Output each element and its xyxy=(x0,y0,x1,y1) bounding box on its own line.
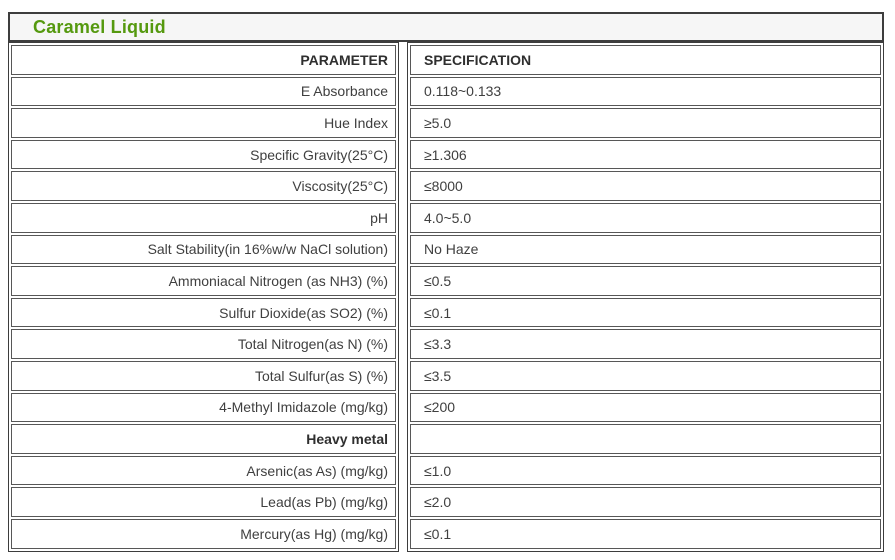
parameter-cell: 4-Methyl Imidazole (mg/kg) xyxy=(11,392,396,423)
parameter-cell: E Absorbance xyxy=(11,76,396,107)
parameter-cell: Heavy metal xyxy=(11,424,396,454)
parameter-header-cell: PARAMETER xyxy=(11,45,396,75)
table-row: Viscosity(25°C) xyxy=(11,171,396,201)
specification-table: SPECIFICATION 0.118~0.133 ≥5.0 ≥1.306 ≤8000… xyxy=(407,42,884,552)
table-header-row: PARAMETER xyxy=(11,45,396,75)
table-row: ≤0.5 xyxy=(410,266,881,296)
specification-cell: 4.0~5.0 xyxy=(410,202,881,233)
parameter-cell: Mercury(as Hg) (mg/kg) xyxy=(11,518,396,549)
parameter-cell: Hue Index xyxy=(11,108,396,138)
specification-cell: ≤0.1 xyxy=(410,518,881,549)
table-row: Arsenic(as As) (mg/kg) xyxy=(11,455,396,486)
parameter-cell: Salt Stability(in 16%w/w NaCl solution) xyxy=(11,234,396,265)
parameter-cell: pH xyxy=(11,202,396,233)
table-row: Salt Stability(in 16%w/w NaCl solution) xyxy=(11,234,396,265)
table-row: Lead(as Pb) (mg/kg) xyxy=(11,487,396,517)
parameter-cell: Viscosity(25°C) xyxy=(11,171,396,201)
specification-cell: ≥5.0 xyxy=(410,108,881,138)
parameter-table: PARAMETER E Absorbance Hue Index Specific … xyxy=(8,42,399,552)
specification-cell: ≤0.5 xyxy=(410,266,881,296)
parameter-cell: Arsenic(as As) (mg/kg) xyxy=(11,455,396,486)
parameter-cell: Total Sulfur(as S) (%) xyxy=(11,360,396,391)
table-row: ≤8000 xyxy=(410,171,881,201)
specification-cell: ≤200 xyxy=(410,392,881,423)
table-row: ≥1.306 xyxy=(410,139,881,170)
table-row: ≤3.5 xyxy=(410,360,881,391)
table-row: ≤3.3 xyxy=(410,329,881,359)
table-row: Ammoniacal Nitrogen (as NH3) (%) xyxy=(11,266,396,296)
specification-cell xyxy=(410,424,881,454)
table-row: pH xyxy=(11,202,396,233)
table-row: ≤2.0 xyxy=(410,487,881,517)
table-row: 4-Methyl Imidazole (mg/kg) xyxy=(11,392,396,423)
table-row: 0.118~0.133 xyxy=(410,76,881,107)
table-row: E Absorbance xyxy=(11,76,396,107)
parameter-cell: Lead(as Pb) (mg/kg) xyxy=(11,487,396,517)
specification-cell: 0.118~0.133 xyxy=(410,76,881,107)
parameter-cell: Specific Gravity(25°C) xyxy=(11,139,396,170)
specification-cell: ≤3.3 xyxy=(410,329,881,359)
table-row: ≤0.1 xyxy=(410,518,881,549)
parameter-cell: Sulfur Dioxide(as SO2) (%) xyxy=(11,297,396,328)
table-row: 4.0~5.0 xyxy=(410,202,881,233)
table-row: No Haze xyxy=(410,234,881,265)
table-row: ≤200 xyxy=(410,392,881,423)
table-row: Total Sulfur(as S) (%) xyxy=(11,360,396,391)
specification-header-cell: SPECIFICATION xyxy=(410,45,881,75)
specification-cell: ≥1.306 xyxy=(410,139,881,170)
spec-tables-container: PARAMETER E Absorbance Hue Index Specific … xyxy=(8,42,884,552)
specification-cell: ≤8000 xyxy=(410,171,881,201)
specification-cell: ≤3.5 xyxy=(410,360,881,391)
table-row: ≤0.1 xyxy=(410,297,881,328)
parameter-cell: Total Nitrogen(as N) (%) xyxy=(11,329,396,359)
table-row: ≥5.0 xyxy=(410,108,881,138)
title-bar: Caramel Liquid xyxy=(8,12,884,42)
table-row xyxy=(410,424,881,454)
specification-cell: ≤2.0 xyxy=(410,487,881,517)
table-row: Sulfur Dioxide(as SO2) (%) xyxy=(11,297,396,328)
table-row: Hue Index xyxy=(11,108,396,138)
specification-cell: No Haze xyxy=(410,234,881,265)
spec-sheet: Caramel Liquid PARAMETER E Absorbance Hue… xyxy=(8,12,884,552)
table-header-row: SPECIFICATION xyxy=(410,45,881,75)
specification-cell: ≤0.1 xyxy=(410,297,881,328)
page-title: Caramel Liquid xyxy=(33,16,166,37)
table-row: Specific Gravity(25°C) xyxy=(11,139,396,170)
specification-cell: ≤1.0 xyxy=(410,455,881,486)
table-row: Mercury(as Hg) (mg/kg) xyxy=(11,518,396,549)
table-row: Total Nitrogen(as N) (%) xyxy=(11,329,396,359)
table-row: Heavy metal xyxy=(11,424,396,454)
parameter-cell: Ammoniacal Nitrogen (as NH3) (%) xyxy=(11,266,396,296)
table-row: ≤1.0 xyxy=(410,455,881,486)
